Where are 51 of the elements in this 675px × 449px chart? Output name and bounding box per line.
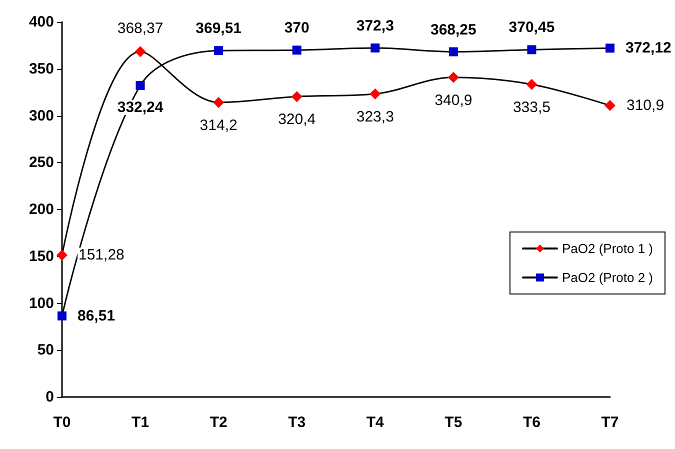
data-label: 372,12 — [626, 40, 672, 57]
data-label: 368,25 — [430, 21, 476, 38]
legend-label: PaO2 (Proto 1 ) — [562, 241, 654, 256]
data-label: 332,24 — [117, 99, 164, 116]
point — [56, 250, 68, 261]
y-tick-label: 0 — [46, 388, 54, 406]
y-tick-label: 50 — [37, 342, 54, 359]
point — [291, 91, 302, 102]
data-label: 370 — [284, 20, 310, 37]
point — [604, 100, 616, 112]
y-tick-label: 200 — [28, 201, 54, 218]
y-tick-label: 350 — [28, 60, 54, 78]
point — [526, 78, 538, 90]
data-label: 369,51 — [196, 20, 242, 38]
y-tick-label: 250 — [28, 154, 54, 172]
x-tick-label: T2 — [210, 414, 228, 431]
point — [370, 88, 381, 100]
point — [448, 72, 459, 83]
point — [134, 46, 146, 58]
data-label: 323,3 — [356, 108, 394, 126]
x-tick-label: T6 — [522, 414, 540, 431]
data-label: 314,2 — [200, 116, 238, 134]
data-label: 86,51 — [78, 307, 116, 324]
x-tick-label: T4 — [366, 414, 385, 431]
data-label: 340,9 — [434, 92, 472, 109]
data-label: 310,9 — [626, 97, 664, 114]
y-tick-label: 150 — [28, 248, 54, 265]
x-tick-label: T3 — [288, 414, 306, 431]
x-tick-label: T7 — [601, 414, 619, 431]
point — [370, 43, 380, 52]
y-tick-label: 300 — [28, 107, 54, 124]
data-label: 320,4 — [278, 111, 316, 128]
point — [606, 44, 614, 53]
y-tick-label: 400 — [28, 14, 54, 30]
data-label: 372,3 — [356, 17, 394, 34]
data-label: 151,28 — [78, 246, 124, 264]
point — [58, 311, 66, 320]
legend-label: PaO2 (Proto 2 ) — [562, 270, 654, 285]
x-tick-label: T0 — [53, 414, 71, 431]
y-tick-label: 100 — [28, 294, 54, 312]
data-label: 333,5 — [512, 98, 550, 116]
point — [292, 46, 302, 55]
x-tick-label: T1 — [132, 414, 150, 431]
point — [136, 81, 145, 90]
point — [448, 47, 458, 56]
data-label: 368,37 — [117, 20, 164, 38]
point — [213, 96, 224, 108]
data-label: 370,45 — [508, 19, 555, 36]
point — [214, 46, 224, 56]
x-tick-label: T5 — [444, 414, 462, 431]
point — [527, 45, 536, 54]
